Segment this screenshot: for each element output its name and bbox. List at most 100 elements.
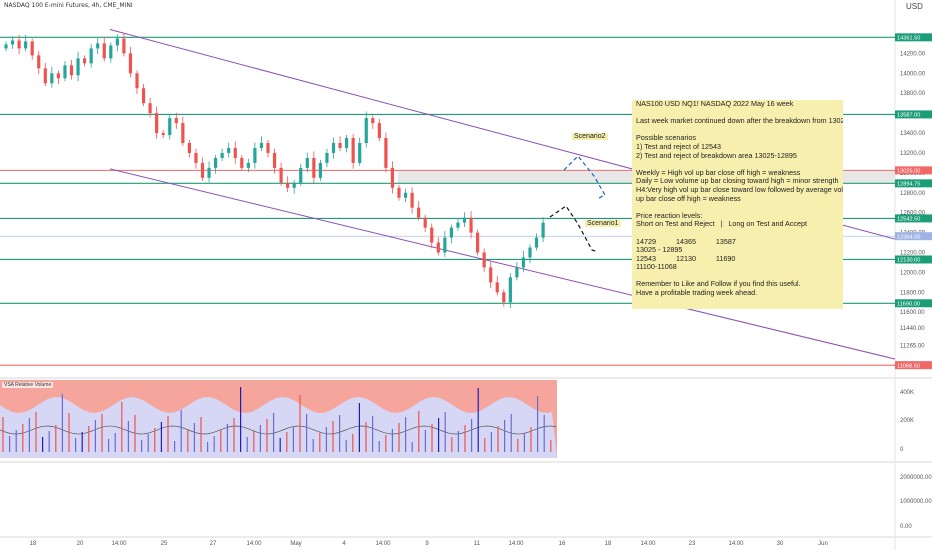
currency-label[interactable]: USD [906,2,923,11]
candle-body [272,152,277,168]
scenario2-label: Scenario2 [572,133,608,140]
candle-body [83,58,87,64]
y-tick-label: 13400.00 [900,131,926,137]
x-tick-label: 18 [605,541,612,547]
candle-body [214,157,218,168]
candle-body [508,277,512,303]
volume-axis-label: 400K [900,390,914,396]
candle-body [443,237,447,253]
x-tick-label: 14:00 [246,541,262,547]
price-level-tag [895,299,932,308]
x-tick-label: 14:00 [728,541,744,547]
price-level-tag [895,361,932,370]
candle-body [233,147,237,158]
candle-body [331,142,336,153]
x-tick-label: 23 [689,541,696,547]
candle-body [541,222,545,238]
y-tick-label: 12200.00 [900,251,926,257]
x-tick-label: 18 [30,541,37,547]
scenario2-path [563,155,606,199]
candle-body [390,167,395,188]
price-level-tag [895,214,932,223]
candle-body [181,123,185,143]
x-tick-label: 20 [77,541,84,547]
candle-body [312,157,316,178]
candle-body [456,222,460,228]
volume-average [0,425,557,435]
price-level-tag [895,255,932,264]
price-level-label: 13025.00 [897,169,920,175]
candle-body [449,227,453,238]
price-level-label: 14361.50 [897,36,920,42]
price-level-tag [895,110,932,119]
secondary-axis-label: 2000000.00 [900,475,932,481]
x-tick-label: May [290,541,301,547]
candle-body [318,162,322,178]
x-tick-label: 14:00 [508,541,524,547]
candle-body [528,247,532,258]
candle-body [423,217,427,228]
candle-body [200,162,205,178]
indicator-title[interactable]: VSA Relative Volume [2,382,54,388]
x-tick-label: 25 [161,541,168,547]
y-tick-label: 11440.00 [900,326,925,332]
candle-body [161,133,165,136]
candle-body [495,282,499,293]
candle-body [259,142,264,148]
candle-body [115,38,119,46]
candle-body [141,88,146,104]
candle-body [89,48,93,64]
candle-body [351,138,355,163]
scenario1-path [549,205,599,253]
candle-body [128,53,133,74]
price-level-tag [895,179,932,188]
candle-body [122,38,126,54]
candle-body [194,152,198,163]
scenario1-label: Scenario1 [585,220,621,227]
candle-body [246,162,250,168]
candle-body [207,167,211,178]
x-tick-label: 30 [777,541,784,547]
candle-body [135,73,139,89]
candle-body [521,257,526,268]
candle-body [174,118,178,124]
x-tick-label: 4 [342,541,346,547]
candle-body [286,182,290,188]
candle-body [377,123,381,139]
candle-body [253,147,257,163]
candle-body [279,167,283,183]
candle-body [10,40,15,45]
candle-body [43,68,47,84]
price-level-label: 12542.50 [897,217,920,223]
candle-body [502,292,506,303]
candle-body [417,207,421,218]
candle-body [76,58,80,76]
candle-body [227,147,231,153]
price-level-label: 13587.00 [897,113,920,119]
candle-body [266,142,270,153]
x-tick-label: 14:00 [375,541,391,547]
candle-body [384,138,388,168]
volume-axis-label: 0 [900,447,904,453]
candle-body [410,192,414,208]
x-tick-label: 27 [210,541,217,547]
y-tick-label: 14200.00 [900,51,926,57]
candle-body [56,73,60,79]
price-level-label: 12894.75 [897,182,920,188]
price-level-label: 12364.00 [897,234,920,240]
x-tick-label: 14:00 [111,541,127,547]
candle-body [4,44,8,49]
price-level-tag [895,33,932,42]
y-tick-label: 14000.00 [900,71,926,77]
x-tick-label: 9 [425,541,429,547]
candle-body [305,157,309,168]
candle-body [345,138,349,148]
candle-body [430,227,434,243]
candle-body [63,65,67,79]
candle-body [148,103,152,114]
channel-lower [109,168,896,360]
candle-body [338,142,342,148]
candle-body [37,55,41,69]
candle-body [69,65,74,76]
candle-body [364,118,368,143]
